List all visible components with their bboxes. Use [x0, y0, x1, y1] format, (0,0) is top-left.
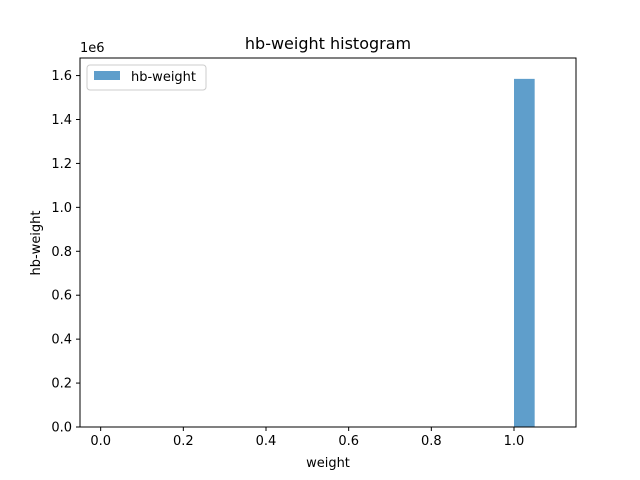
legend: hb-weight: [86, 64, 207, 91]
x-tick-label: 0.0: [90, 434, 111, 449]
y-tick-label: 1.6: [51, 69, 72, 84]
plot-frame: [79, 57, 577, 428]
legend-swatch: [94, 71, 120, 80]
bars-layer: [514, 78, 535, 427]
x-tick-label: 0.6: [338, 434, 359, 449]
histogram-bar-0: [514, 78, 535, 427]
y-tick-label: 0.0: [51, 421, 72, 436]
y-tick-label: 0.8: [51, 245, 72, 260]
x-axis-label: weight: [306, 456, 350, 471]
x-axis: 0.0 0.2 0.4 0.6 0.8 1.0: [90, 427, 524, 449]
chart-title: hb-weight histogram: [245, 34, 411, 53]
y-tick-label: 0.2: [51, 377, 72, 392]
y-axis-label: hb-weight: [29, 210, 44, 275]
y-tick-label: 1.0: [51, 201, 72, 216]
y-tick-label: 0.4: [51, 333, 72, 348]
y-tick-label: 1.2: [51, 157, 72, 172]
x-tick-label: 0.4: [256, 434, 277, 449]
x-tick-label: 0.8: [421, 434, 442, 449]
legend-label: hb-weight: [131, 70, 196, 85]
y-tick-label: 0.6: [51, 289, 72, 304]
y-tick-label: 1.4: [51, 113, 72, 128]
x-tick-label: 1.0: [504, 434, 525, 449]
y-axis: 0.0 0.2 0.4 0.6 0.8 1.0 1.2 1.4 1.6: [51, 69, 80, 436]
y-axis-offset-label: 1e6: [80, 41, 105, 56]
x-tick-label: 0.2: [173, 434, 194, 449]
